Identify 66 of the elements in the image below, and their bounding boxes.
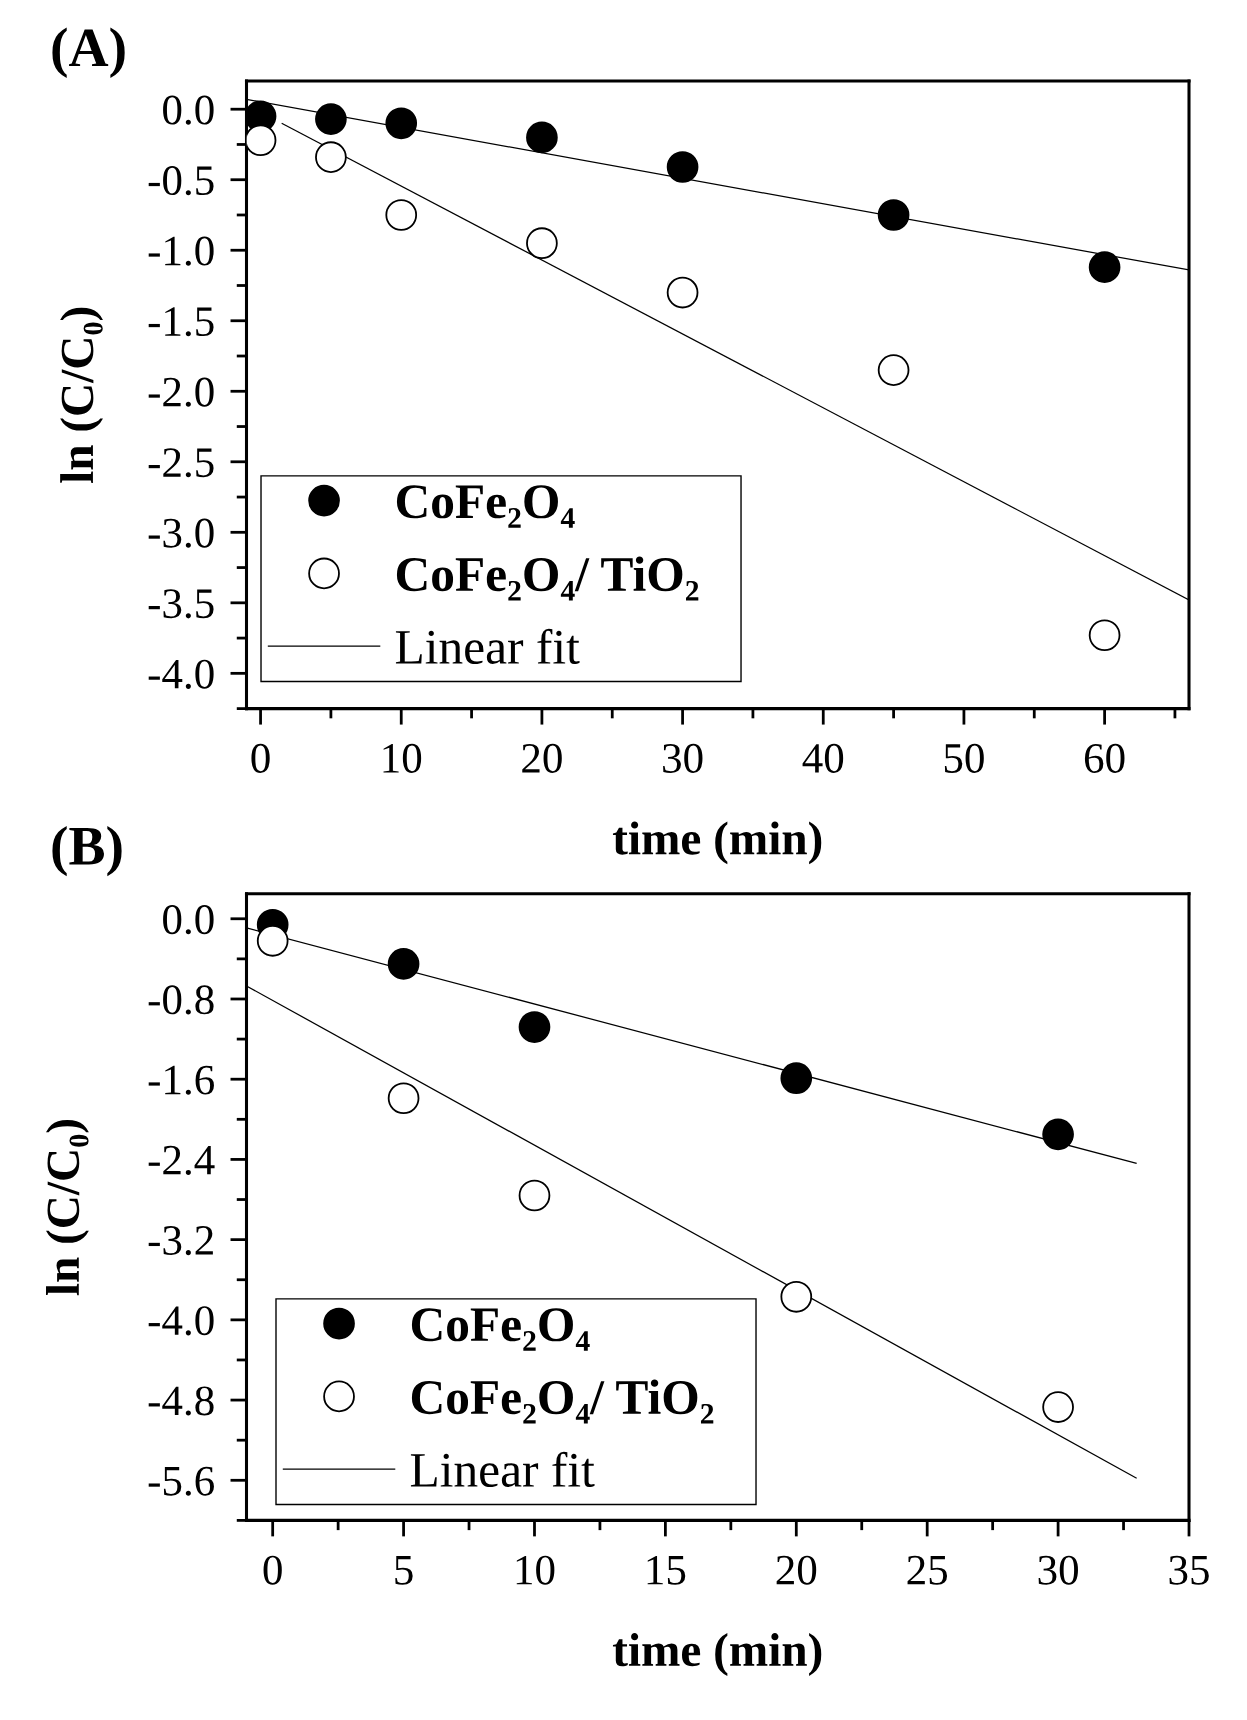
y-axis-title: ln (C/C₀) [60,307,103,483]
x-tick-label: 0 [263,1555,282,1585]
x-tick-label: 40 [802,743,844,773]
chart-title: (B) [52,825,122,877]
x-axis-title: time (min) [612,1633,822,1676]
y-tick-label: -2.5 [148,448,214,478]
point [666,276,699,309]
point [246,124,277,157]
y-tick-label: -4.0 [148,659,214,689]
point [1042,1391,1074,1423]
y-tick-label: -3.0 [148,518,214,548]
y-tick-label: -1.0 [148,236,214,266]
point [315,141,347,173]
point [526,227,558,260]
point [666,151,699,183]
x-tick-label: 60 [1084,743,1125,773]
point [877,199,910,231]
y-tick-label: -5.6 [148,1466,214,1496]
y-tick-label: -1.6 [148,1065,214,1095]
x-tick-label: 20 [776,1555,817,1585]
x-tick-label: 10 [383,743,422,773]
point [526,121,558,154]
point [385,199,418,231]
x-tick-label: 15 [647,1555,686,1585]
x-axis-title: time (min) [612,821,822,865]
y-tick-label: -4.0 [148,1306,214,1336]
y-tick-label: -3.5 [148,589,214,619]
point [780,1280,813,1313]
x-tick-label: 0 [251,743,270,773]
y-tick-label: -3.2 [148,1226,213,1256]
x-tick-label: 30 [1038,1555,1078,1585]
chart-title: (A) [52,27,125,78]
x-tick-label: 35 [1169,1555,1209,1585]
legend-label: CoFe₂O₄ [396,485,575,528]
x-tick-label: 20 [522,743,562,773]
point [780,1062,813,1095]
x-tick-label: 30 [663,743,703,773]
y-tick-label: -2.0 [148,377,214,407]
point [387,948,420,980]
y-tick-label: 0.0 [163,95,214,125]
point [1088,619,1121,652]
point [385,107,418,140]
y-tick-label: -1.5 [148,307,214,337]
point [877,354,910,386]
point [518,1179,551,1212]
x-tick-label: 25 [907,1555,948,1585]
legend-label: CoFe₂O₄ [411,1308,590,1351]
y-tick-label: -2.4 [148,1145,215,1175]
point [1042,1118,1074,1151]
x-tick-label: 10 [516,1555,555,1585]
legend-label: CoFe₂O₄/ TiO₂ [396,556,699,601]
y-tick-label: 0.0 [163,905,214,935]
y-tick-label: -4.8 [148,1386,214,1416]
point [1088,251,1121,283]
point [387,1082,420,1115]
legend-label: Linear fit [395,628,580,665]
point [518,1011,551,1043]
x-tick-label: 5 [395,1556,413,1585]
legend-label: Linear fit [410,1451,595,1488]
legend-label: CoFe₂O₄/ TiO₂ [411,1379,714,1424]
y-tick-label: -0.8 [148,985,214,1015]
y-tick-label: -0.5 [148,166,214,196]
x-tick-label: 50 [944,743,984,773]
point [315,103,347,135]
y-axis-title: ln (C/C₀) [46,1120,89,1296]
point [256,924,289,957]
